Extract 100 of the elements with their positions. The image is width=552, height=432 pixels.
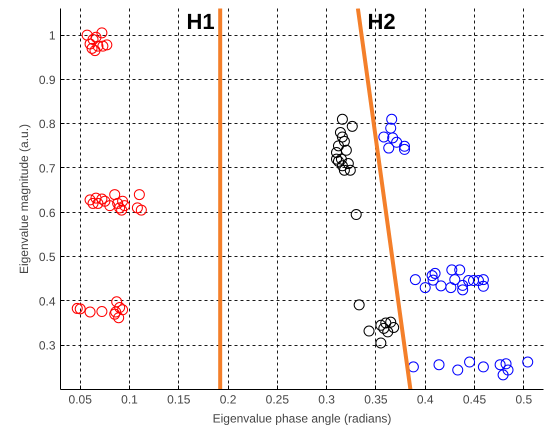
point (97, 40, 108, 52)
x-tick-label: 0.5 (515, 392, 532, 406)
point (346, 120, 358, 132)
point (375, 337, 386, 348)
point (338, 164, 350, 176)
point (84, 306, 96, 318)
point (72, 302, 83, 314)
point (399, 140, 410, 152)
point (104, 200, 116, 212)
y-tick-label: 0.8 (38, 117, 56, 132)
point (430, 268, 441, 279)
point (92, 40, 104, 52)
point (478, 280, 489, 292)
point (336, 114, 348, 125)
point (449, 274, 460, 286)
point (96, 194, 108, 204)
point (428, 274, 439, 286)
point (109, 308, 120, 320)
point (110, 306, 122, 318)
point (96, 27, 108, 38)
point (468, 275, 480, 286)
point (388, 322, 400, 333)
point (134, 189, 145, 200)
point (340, 144, 352, 156)
point (336, 154, 347, 165)
point (435, 280, 446, 292)
point (478, 361, 489, 372)
point (378, 322, 390, 334)
point (350, 209, 362, 220)
x-tick-label: 0.15 (167, 392, 191, 406)
point (452, 364, 464, 376)
x-tick-label: 0.4 (416, 392, 434, 406)
point (117, 304, 128, 316)
point (380, 318, 392, 329)
point (385, 316, 396, 328)
point (331, 146, 342, 158)
point (522, 356, 534, 368)
point (92, 198, 104, 209)
point (445, 282, 456, 294)
x-tick-label: 0.3 (318, 392, 336, 406)
point (338, 136, 350, 147)
point (119, 200, 130, 212)
point (454, 264, 466, 276)
x-tick-label: 0.25 (266, 392, 290, 406)
point (86, 42, 98, 54)
point (117, 196, 128, 207)
point (112, 198, 124, 209)
point (399, 144, 410, 155)
point (101, 39, 112, 50)
point (387, 132, 398, 144)
point (434, 359, 445, 370)
point (464, 356, 476, 368)
point (457, 280, 468, 291)
point (96, 306, 108, 318)
point (383, 142, 394, 154)
x-tick-label: 0.2 (220, 392, 237, 406)
point (472, 275, 484, 286)
y-tick-label: 1 (48, 28, 56, 43)
point (111, 296, 122, 308)
point (109, 189, 120, 200)
y-tick-label: 0.7 (38, 161, 56, 176)
point (378, 131, 390, 142)
point (354, 299, 365, 310)
point (332, 140, 344, 152)
point (375, 320, 386, 331)
point (408, 361, 419, 372)
annotation: H1 (186, 9, 215, 34)
point (457, 284, 468, 296)
point (99, 196, 110, 207)
point (336, 160, 348, 172)
point (364, 326, 375, 337)
point (342, 158, 354, 170)
x-tick-label: 0.35 (364, 392, 388, 406)
point (113, 312, 124, 324)
x-tick-label: 0.1 (121, 392, 138, 406)
point (385, 122, 396, 134)
point (498, 369, 509, 380)
point (344, 164, 356, 176)
point (114, 202, 126, 214)
y-tick-label: 0.5 (38, 250, 56, 264)
point (90, 32, 102, 43)
point (420, 282, 431, 294)
point (446, 264, 458, 276)
point (132, 202, 143, 214)
point (334, 127, 346, 138)
point (90, 192, 102, 204)
point (391, 136, 402, 148)
point (90, 45, 100, 56)
point (88, 198, 99, 209)
point (84, 194, 96, 206)
x-axis-title: Eigenvalue phase angle (radians) (212, 412, 392, 426)
annotation: H2 (367, 9, 396, 34)
point (410, 274, 421, 286)
point (82, 30, 93, 41)
point (478, 274, 489, 286)
y-tick-label: 0.6 (38, 206, 56, 220)
point (382, 326, 394, 338)
point (494, 359, 506, 370)
point (136, 204, 147, 216)
x-tick-label: 0.45 (462, 392, 487, 406)
